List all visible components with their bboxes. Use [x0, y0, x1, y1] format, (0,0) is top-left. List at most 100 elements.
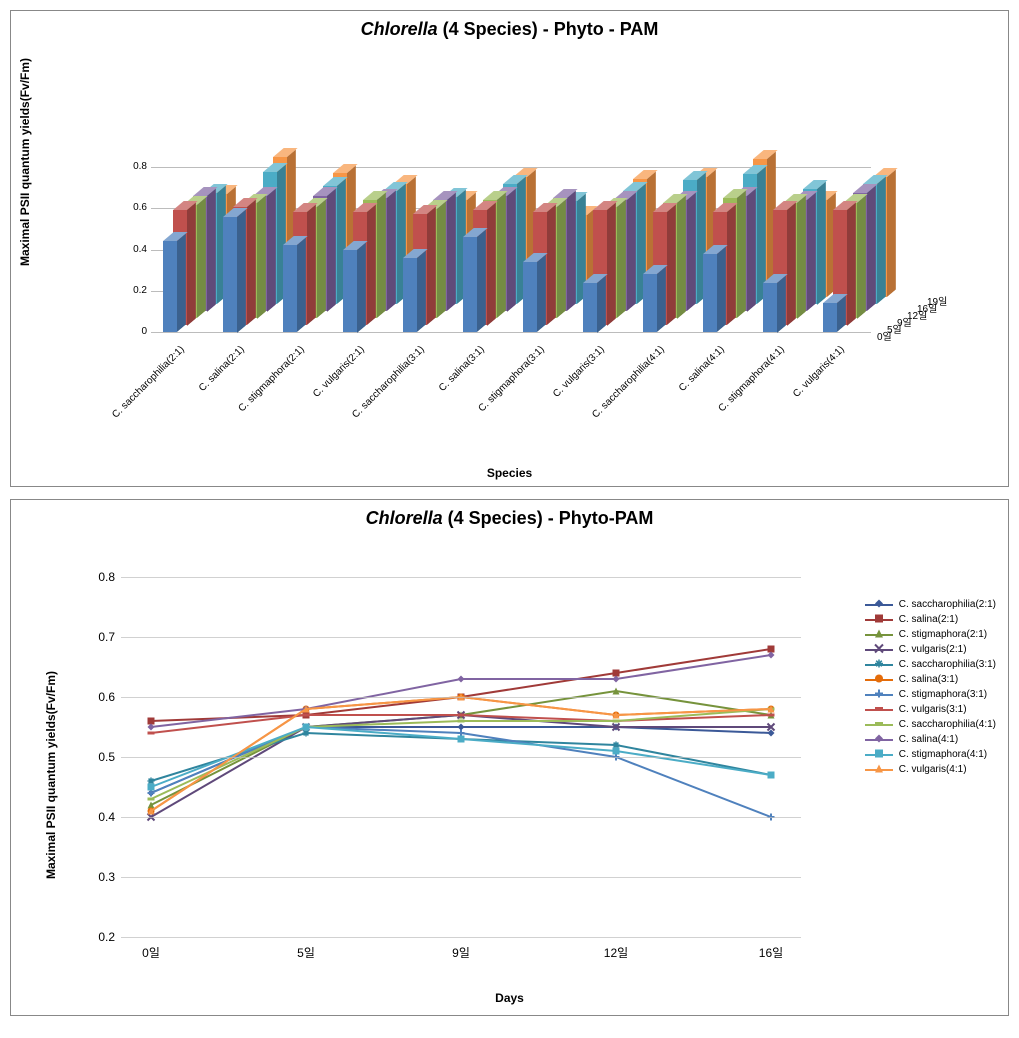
line-y-tick: 0.8	[77, 570, 115, 584]
line-gridline	[121, 757, 801, 758]
bar3d-y-tick: 0	[119, 326, 147, 337]
legend-item: C. vulgaris(3:1)	[865, 704, 996, 715]
line-marker	[875, 734, 883, 742]
legend-label: C. vulgaris(4:1)	[899, 764, 967, 775]
legend-label: C. salina(3:1)	[899, 674, 958, 685]
line-marker	[148, 790, 155, 797]
bar3d-bar	[163, 241, 177, 332]
line-y-tick: 0.6	[77, 690, 115, 704]
line-marker	[613, 748, 620, 755]
bar3d-bar	[763, 283, 777, 333]
line-x-tick: 0일	[142, 944, 160, 961]
legend-swatch	[865, 619, 893, 621]
line-marker	[875, 749, 883, 757]
line-y-tick: 0.4	[77, 810, 115, 824]
legend-swatch	[865, 649, 893, 651]
line-marker	[613, 742, 620, 749]
line-marker	[148, 724, 155, 731]
legend-swatch	[865, 739, 893, 741]
legend-swatch	[865, 634, 893, 636]
legend-swatch	[865, 694, 893, 696]
bar3d-y-tick: 0.2	[119, 285, 147, 296]
line-series	[151, 691, 771, 805]
legend-label: C. saccharophilia(2:1)	[899, 599, 996, 610]
line-chart-title-rest: (4 Species) - Phyto-PAM	[443, 508, 654, 528]
legend-item: C. saccharophilia(2:1)	[865, 599, 996, 610]
legend-label: C. stigmaphora(4:1)	[899, 749, 987, 760]
bar3d-y-tick: 0.6	[119, 202, 147, 213]
legend-label: C. stigmaphora(2:1)	[899, 629, 987, 640]
legend-item: C. salina(4:1)	[865, 734, 996, 745]
bar3d-bar	[823, 303, 837, 332]
line-gridline	[121, 697, 801, 698]
legend-label: C. salina(2:1)	[899, 614, 958, 625]
bar3d-chart: Chlorella (4 Species) - Phyto - PAM Maxi…	[10, 10, 1009, 487]
line-marker	[148, 802, 155, 809]
line-x-tick: 5일	[297, 944, 315, 961]
bar3d-bar	[523, 262, 537, 332]
legend-item: C. salina(2:1)	[865, 614, 996, 625]
legend-label: C. saccharophilia(4:1)	[899, 719, 996, 730]
line-marker	[875, 629, 883, 637]
line-chart-title-italic: Chlorella	[366, 508, 443, 528]
line-gridline	[121, 577, 801, 578]
line-y-tick: 0.7	[77, 630, 115, 644]
legend-swatch	[865, 679, 893, 681]
bar3d-x-axis-label: Species	[487, 466, 532, 480]
line-y-axis-label: Maximal PSII quantum yields(Fv/Fm)	[44, 645, 58, 905]
legend-item: C. vulgaris(4:1)	[865, 764, 996, 775]
line-marker	[458, 676, 465, 683]
line-x-axis-label: Days	[495, 991, 524, 1005]
line-gridline	[121, 637, 801, 638]
line-marker	[875, 614, 883, 622]
legend-swatch	[865, 709, 893, 711]
legend-item: C. vulgaris(2:1)	[865, 644, 996, 655]
line-chart-title: Chlorella (4 Species) - Phyto-PAM	[11, 500, 1008, 535]
legend-swatch	[865, 664, 893, 666]
bar3d-bar	[283, 245, 297, 332]
legend-item: C. stigmaphora(3:1)	[865, 689, 996, 700]
line-marker	[875, 689, 883, 697]
legend-swatch	[865, 769, 893, 771]
bar3d-bar	[703, 254, 717, 332]
legend-swatch	[865, 724, 893, 726]
legend-swatch	[865, 604, 893, 606]
legend-label: C. stigmaphora(3:1)	[899, 689, 987, 700]
bar3d-bar	[583, 283, 597, 333]
bar3d-title: Chlorella (4 Species) - Phyto - PAM	[11, 11, 1008, 46]
legend-item: C. salina(3:1)	[865, 674, 996, 685]
line-gridline	[121, 817, 801, 818]
bar3d-y-tick: 0.4	[119, 244, 147, 255]
line-y-tick: 0.5	[77, 750, 115, 764]
legend-item: C. stigmaphora(4:1)	[865, 749, 996, 760]
line-marker	[768, 652, 775, 659]
line-y-tick: 0.3	[77, 870, 115, 884]
legend-item: C. saccharophilia(4:1)	[865, 719, 996, 730]
line-marker	[768, 772, 775, 779]
line-x-tick: 16일	[759, 944, 783, 961]
line-marker	[613, 676, 620, 683]
legend-label: C. saccharophilia(3:1)	[899, 659, 996, 670]
line-x-tick: 9일	[452, 944, 470, 961]
line-gridline	[121, 937, 801, 938]
legend-label: C. vulgaris(3:1)	[899, 704, 967, 715]
line-marker	[875, 764, 883, 772]
legend-label: C. vulgaris(2:1)	[899, 644, 967, 655]
bar3d-plot-area: 00.20.40.60.80일5일9일12일16일19일C. saccharop…	[121, 82, 971, 422]
line-legend: C. saccharophilia(2:1) C. salina(2:1) C. s…	[865, 595, 996, 779]
line-series	[151, 649, 771, 721]
line-x-tick: 12일	[604, 944, 628, 961]
bar3d-depth-tick: 19일	[927, 293, 947, 308]
legend-swatch	[865, 754, 893, 756]
bar3d-bar	[463, 237, 477, 332]
line-marker	[148, 784, 155, 791]
line-marker	[875, 599, 883, 607]
line-marker	[458, 736, 465, 743]
line-marker	[148, 778, 155, 785]
line-marker	[613, 670, 620, 677]
bar3d-gridline	[151, 332, 871, 333]
bar3d-bar	[403, 258, 417, 332]
bar3d-y-tick: 0.8	[119, 161, 147, 172]
bar3d-title-rest: (4 Species) - Phyto - PAM	[438, 19, 659, 39]
line-gridline	[121, 877, 801, 878]
